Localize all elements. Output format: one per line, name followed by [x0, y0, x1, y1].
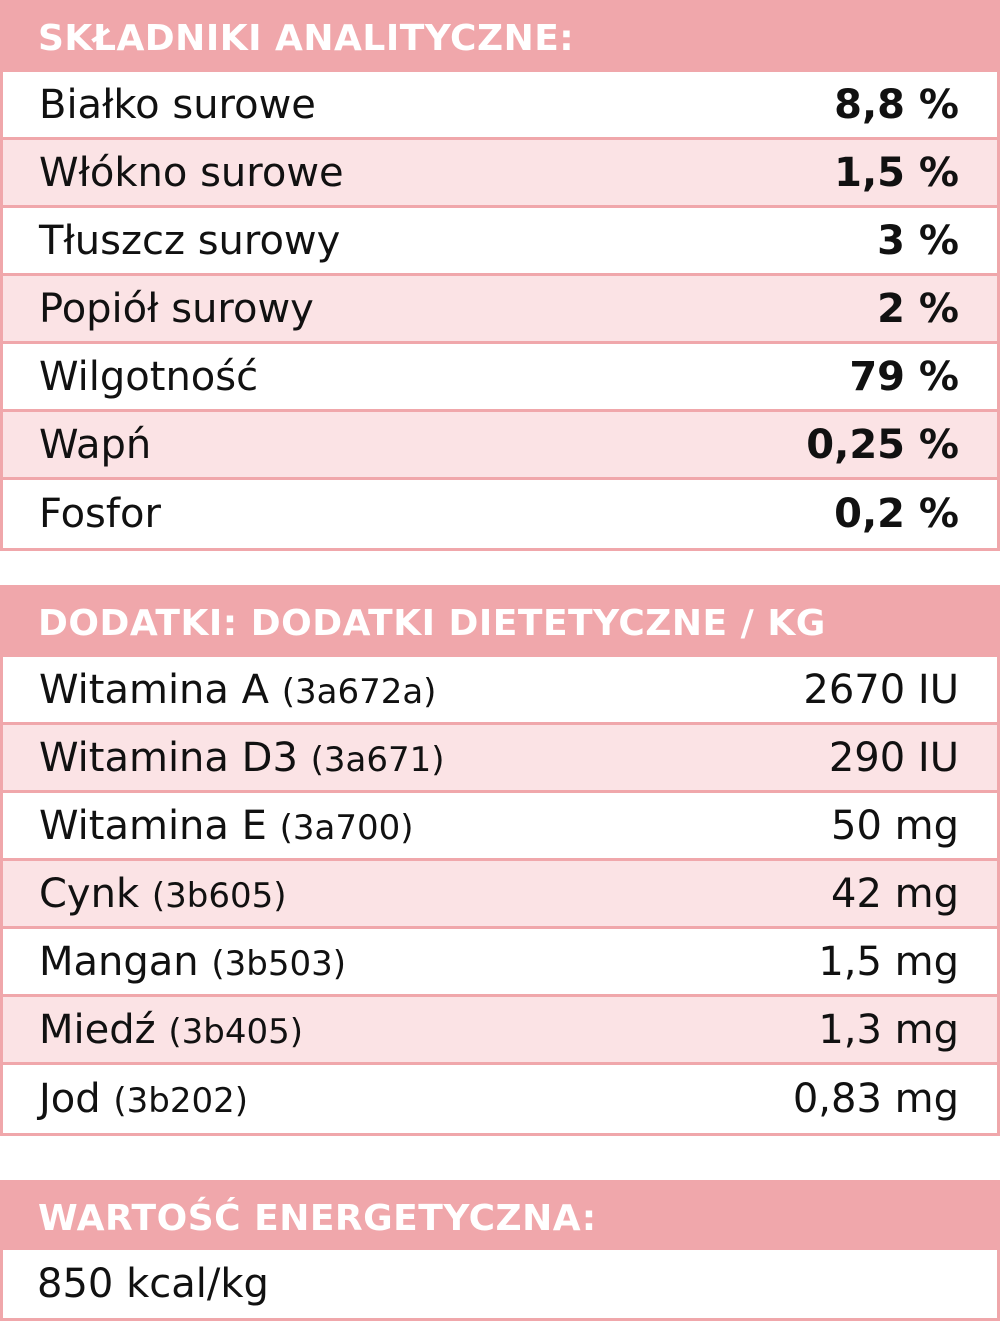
additive-code: (3b503) [211, 943, 346, 984]
additive-code: (3b202) [113, 1081, 249, 1121]
row-label: Witamina A (3a672a) [39, 667, 436, 713]
row-label: Popiół surowy [39, 286, 314, 332]
table-row: Witamina E (3a700) 50 mg [3, 793, 997, 861]
row-value: 3 % [877, 217, 959, 264]
additive-code: (3a672a) [281, 671, 437, 712]
row-label: Cynk (3b605) [39, 871, 286, 917]
row-label: Wilgotność [39, 354, 258, 400]
row-value: 0,83 mg [792, 1076, 959, 1122]
nutrient-name: Wapń [39, 421, 152, 468]
row-label: Włókno surowe [39, 150, 344, 196]
nutrient-name: Jod [39, 1076, 101, 1122]
row-value: 0,2 % [834, 491, 959, 537]
nutrient-name: Cynk [39, 870, 140, 917]
additive-code: (3b405) [168, 1011, 303, 1052]
section-title: SKŁADNIKI ANALITYCZNE: [0, 0, 1000, 72]
row-value: 79 % [849, 353, 959, 400]
nutrient-name: Wilgotność [39, 353, 259, 400]
table-row: Wilgotność 79 % [3, 344, 997, 412]
additive-code: (3a700) [279, 807, 414, 848]
nutrient-name: Witamina D3 [39, 734, 298, 781]
additive-code: (3a671) [310, 739, 445, 780]
table-row: Jod (3b202) 0,83 mg [3, 1065, 997, 1133]
row-label: Białko surowe [39, 82, 316, 128]
table-row: Białko surowe 8,8 % [3, 72, 997, 140]
nutrient-name: Włókno surowe [39, 149, 344, 196]
nutrient-name: Fosfor [39, 491, 161, 537]
nutrient-name: Mangan [39, 938, 199, 985]
additive-code: (3b605) [151, 875, 287, 916]
nutrient-name: Witamina A [39, 666, 269, 713]
row-label: Tłuszcz surowy [39, 218, 340, 264]
row-label: Witamina E (3a700) [39, 803, 414, 849]
row-label: Witamina D3 (3a671) [39, 735, 445, 781]
table-row: Mangan (3b503) 1,5 mg [3, 929, 997, 997]
table-row: Witamina A (3a672a) 2670 IU [3, 657, 997, 725]
table-row: Miedź (3b405) 1,3 mg [3, 997, 997, 1065]
row-value: 1,5 % [834, 149, 959, 196]
row-value: 2 % [877, 285, 959, 332]
nutrient-name: Białko surowe [39, 81, 316, 128]
row-value: 1,5 mg [818, 938, 959, 985]
row-label: Wapń [39, 422, 151, 468]
energy-value: 850 kcal/kg [37, 1261, 269, 1307]
additives-table: Witamina A (3a672a) 2670 IU Witamina D3 (3… [0, 657, 1000, 1136]
section-title: WARTOŚĆ ENERGETYCZNA: [0, 1180, 1000, 1250]
table-row: Witamina D3 (3a671) 290 IU [3, 725, 997, 793]
row-value: 290 IU [828, 734, 959, 781]
row-label: Fosfor [39, 491, 161, 537]
nutrient-name: Miedź [39, 1006, 156, 1053]
nutrient-name: Tłuszcz surowy [39, 217, 341, 264]
table-row: Tłuszcz surowy 3 % [3, 208, 997, 276]
section-title: DODATKI: DODATKI DIETETYCZNE / KG [0, 585, 1000, 657]
row-value: 1,3 mg [818, 1006, 959, 1053]
row-label: Mangan (3b503) [39, 939, 346, 985]
table-row: Popiół surowy 2 % [3, 276, 997, 344]
row-label: Miedź (3b405) [39, 1007, 303, 1053]
row-value: 42 mg [831, 870, 959, 917]
table-row: Włókno surowe 1,5 % [3, 140, 997, 208]
energy-row: 850 kcal/kg [3, 1250, 997, 1318]
row-value: 2670 IU [803, 666, 959, 713]
table-row: Fosfor 0,2 % [3, 480, 997, 548]
table-row: Wapń 0,25 % [3, 412, 997, 480]
row-label: Jod (3b202) [39, 1076, 248, 1122]
table-row: Cynk (3b605) 42 mg [3, 861, 997, 929]
additives-section: DODATKI: DODATKI DIETETYCZNE / KG Witami… [0, 585, 1000, 1136]
nutrient-name: Witamina E [39, 802, 267, 849]
row-value: 8,8 % [834, 81, 959, 128]
row-value: 0,25 % [806, 421, 959, 468]
analytical-table: Białko surowe 8,8 % Włókno surowe 1,5 % Tłus… [0, 72, 1000, 551]
energy-section: WARTOŚĆ ENERGETYCZNA: 850 kcal/kg [0, 1180, 1000, 1321]
nutrient-name: Popiół surowy [39, 285, 314, 332]
row-value: 50 mg [831, 802, 959, 849]
analytical-section: SKŁADNIKI ANALITYCZNE: Białko surowe 8,8 … [0, 0, 1000, 551]
